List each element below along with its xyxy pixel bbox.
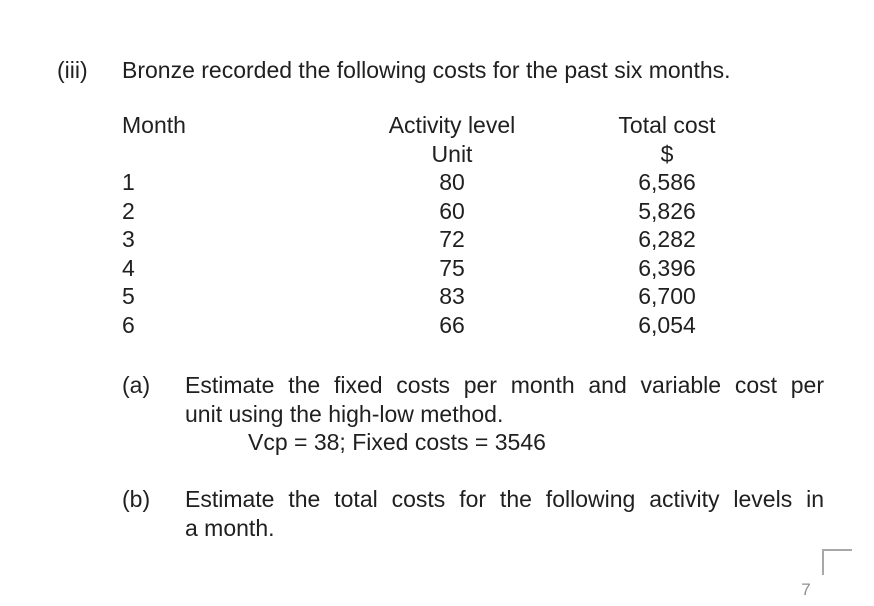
question-a-label: (a) bbox=[122, 372, 151, 398]
column-subheader-dollar: $ bbox=[660, 140, 674, 167]
table-cell-month: 5 bbox=[122, 283, 135, 309]
question-a-text-line2: unit using the high-low method. bbox=[185, 400, 504, 427]
table-cell-month: 1 bbox=[122, 169, 135, 195]
table-cell-activity: 60 bbox=[439, 197, 465, 224]
column-subheader-empty bbox=[122, 140, 322, 169]
cost-table: Month Activity level Total cost Unit $ 1… bbox=[122, 111, 752, 339]
table-cell-total: 6,700 bbox=[638, 283, 696, 309]
table-cell-activity: 83 bbox=[439, 283, 465, 309]
column-header-activity-level: Activity level bbox=[388, 112, 516, 138]
table-cell-activity: 72 bbox=[439, 226, 465, 252]
question-b: (b) Estimate the total costs for the fol… bbox=[122, 485, 824, 542]
question-b-text-line1: Estimate the total costs for the followi… bbox=[185, 486, 824, 512]
section-heading: (iii) Bronze recorded the following costs… bbox=[57, 56, 827, 85]
table-cell-activity: 80 bbox=[439, 169, 465, 195]
table-cell-total: 6,054 bbox=[638, 311, 696, 338]
column-subheader-unit: Unit bbox=[431, 140, 473, 167]
question-a: (a) Estimate the fixed costs per month a… bbox=[122, 371, 824, 457]
column-header-month: Month bbox=[122, 112, 186, 138]
question-a-body: Estimate the fixed costs per month and v… bbox=[185, 371, 824, 457]
page-number: 7 bbox=[801, 580, 811, 599]
table-cell-total: 5,826 bbox=[638, 197, 696, 224]
table-cell-month: 6 bbox=[122, 311, 135, 338]
question-b-text-line2: a month. bbox=[185, 514, 275, 541]
question-b-body: Estimate the total costs for the followi… bbox=[185, 485, 824, 542]
table-cell-activity: 66 bbox=[439, 311, 465, 338]
table-cell-total: 6,396 bbox=[638, 254, 696, 281]
question-b-label: (b) bbox=[122, 486, 151, 512]
question-a-answer: Vcp = 38; Fixed costs = 3546 bbox=[248, 429, 546, 455]
table-cell-activity: 75 bbox=[439, 254, 465, 281]
table-cell-month: 2 bbox=[122, 197, 135, 224]
question-a-text-line1: Estimate the fixed costs per month and v… bbox=[185, 372, 824, 398]
table-cell-total: 6,282 bbox=[638, 226, 696, 252]
section-intro-text: Bronze recorded the following costs for … bbox=[122, 57, 731, 83]
table-cell-month: 4 bbox=[122, 254, 135, 281]
corner-crop-mark bbox=[822, 549, 852, 575]
table-cell-total: 6,586 bbox=[638, 169, 696, 195]
table-cell-month: 3 bbox=[122, 226, 135, 252]
section-label: (iii) bbox=[57, 57, 88, 83]
column-header-total-cost: Total cost bbox=[618, 112, 716, 138]
